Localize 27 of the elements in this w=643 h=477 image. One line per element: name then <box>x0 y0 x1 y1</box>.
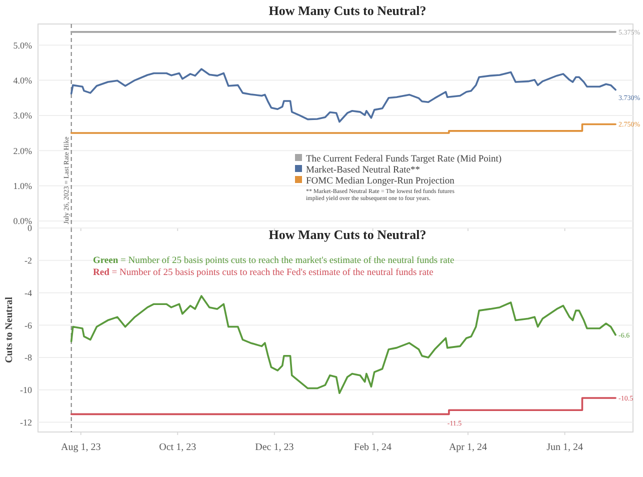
chart-title: How Many Cuts to Neutral? <box>268 3 426 18</box>
y-axis-title: Cuts to Neutral <box>4 296 15 364</box>
y-tick-label: 2.0% <box>13 146 32 156</box>
legend-label: FOMC Median Longer-Run Projection <box>306 176 455 186</box>
y-tick-label: 1.0% <box>13 180 32 191</box>
annotation: Red = Number of 25 basis points cuts to reach the Fed's estimate of the neutral funds rate <box>93 268 434 278</box>
x-tick-label: Dec 1, 23 <box>255 442 294 453</box>
y-tick-label: 5.0% <box>13 40 32 50</box>
y-tick-label: -6 <box>24 320 32 330</box>
line-series <box>70 295 616 394</box>
legend-label: The Current Federal Funds Target Rate (Mid Point) <box>306 154 502 164</box>
y-tick-label: 4.0% <box>13 75 32 86</box>
y-tick-label: -4 <box>24 288 32 298</box>
x-tick-label: Apr 1, 24 <box>448 442 488 453</box>
line-series <box>70 68 616 123</box>
y-tick-label: -12 <box>20 417 32 428</box>
y-tick-label: 3.0% <box>13 110 32 121</box>
y-tick-label: -10 <box>20 385 32 396</box>
x-tick-label: Aug 1, 23 <box>60 442 101 453</box>
x-tick-label: Oct 1, 23 <box>159 442 196 453</box>
x-tick-label: Jun 1, 24 <box>546 442 583 453</box>
chart-title: How Many Cuts to Neutral? <box>268 227 426 242</box>
y-tick-label: -2 <box>24 256 32 266</box>
legend-label: Market-Based Neutral Rate** <box>306 165 420 176</box>
annotation: Green = Number of 25 basis points cuts to reach the market's estimate of the neutral funds rate <box>93 256 454 266</box>
y-tick-label: -8 <box>24 352 32 363</box>
x-tick-label: Feb 1, 24 <box>354 442 392 453</box>
